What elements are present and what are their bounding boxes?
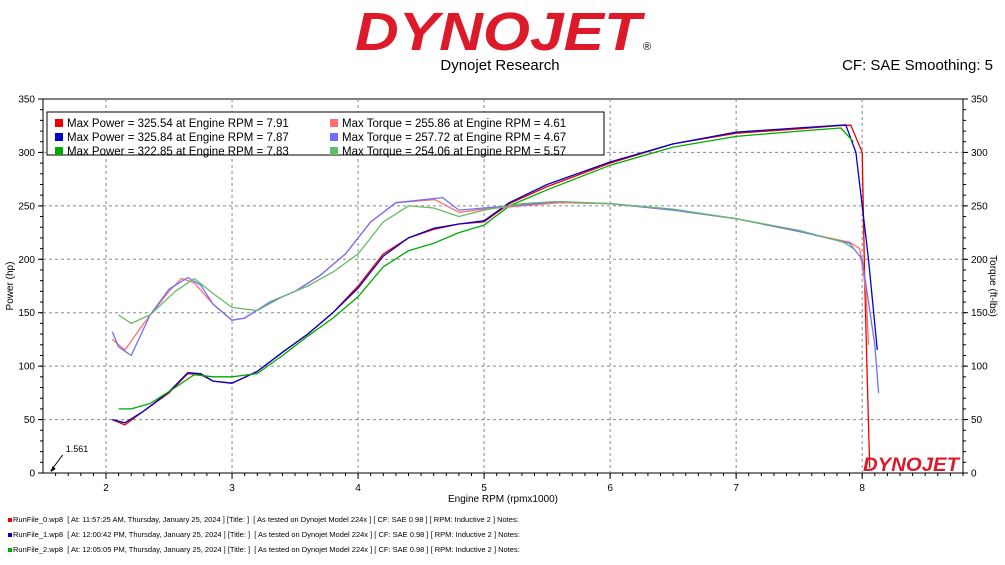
y2-tick-label: 50 — [971, 415, 983, 426]
legend-entry: Max Power = 325.54 at Engine RPM = 7.91 — [67, 118, 289, 130]
dyno-chart: 2 3 4 5 6 7 8 0 0 50 50 100 100 150 150 200 200 250 250 300… — [5, 95, 998, 506]
power-series-1 — [112, 124, 878, 424]
x-axis-label: Engine RPM (rpmx1000) — [448, 494, 558, 505]
cursor-arrowhead — [50, 466, 56, 472]
run0-swatch — [8, 517, 12, 522]
legend-swatch — [330, 147, 338, 155]
y2-tick-label: 300 — [971, 148, 988, 159]
torque-series-5 — [118, 200, 854, 325]
legend-entry: Max Torque = 255.86 at Engine RPM = 4.61 — [342, 118, 566, 130]
run-file-row-0[interactable]: RunFile_0.wp8 [ At: 11:57:25 AM, Thursda… — [8, 512, 520, 527]
watermark-logo: DYNOJET — [863, 455, 960, 476]
cf-smoothing-label: CF: SAE Smoothing: 5 — [842, 57, 993, 74]
x-tick-label: 5 — [481, 483, 487, 494]
legend-swatch — [55, 119, 63, 127]
y2-tick-label: 200 — [971, 255, 988, 266]
y-tick-label: 100 — [18, 362, 35, 373]
legend-swatch — [330, 119, 338, 127]
y-tick-label: 350 — [18, 95, 35, 106]
legend-entry: Max Torque = 254.06 at Engine RPM = 5.57 — [342, 146, 566, 158]
registered-mark: ® — [643, 41, 651, 53]
y2-axis-label: Torque (ft-lbs) — [987, 255, 998, 317]
y2-tick-label: 250 — [971, 201, 988, 212]
y-tick-label: 150 — [18, 308, 35, 319]
legend-entry: Max Torque = 257.72 at Engine RPM = 4.67 — [342, 132, 566, 144]
x-tick-label: 6 — [607, 483, 613, 494]
y-tick-label: 300 — [18, 148, 35, 159]
legend-entry: Max Power = 322.85 at Engine RPM = 7.83 — [67, 146, 289, 158]
x-tick-label: 7 — [733, 483, 739, 494]
y-tick-label: 50 — [24, 415, 36, 426]
run-file-row-1[interactable]: RunFile_1.wp8 [ At: 12:00:42 PM, Thursda… — [8, 527, 520, 542]
x-tick-label: 4 — [355, 483, 361, 494]
y2-tick-label: 100 — [971, 362, 988, 373]
x-tick-label: 2 — [103, 483, 109, 494]
run-file-text: RunFile_1.wp8 [ At: 12:00:42 PM, Thursda… — [13, 530, 520, 539]
power-series-2 — [118, 127, 854, 410]
subtitle: Dynojet Research — [440, 57, 560, 74]
legend-swatch — [55, 147, 63, 155]
y-tick-label: 200 — [18, 255, 35, 266]
y2-tick-label: 150 — [971, 308, 988, 319]
y2-tick-label: 0 — [971, 469, 977, 480]
run-file-text: RunFile_2.wp8 [ At: 12:05:05 PM, Thursda… — [13, 545, 520, 554]
run-file-list: RunFile_0.wp8 [ At: 11:57:25 AM, Thursda… — [8, 512, 520, 557]
legend-swatch — [55, 133, 63, 141]
dynojet-logo: DYNOJET ® — [355, 4, 651, 60]
x-tick-label: 8 — [859, 483, 865, 494]
run2-swatch — [8, 547, 12, 552]
legend-swatch — [330, 133, 338, 141]
x-tick-label: 3 — [229, 483, 235, 494]
cursor-value-label: 1.561 — [66, 444, 89, 454]
run-file-text: RunFile_0.wp8 [ At: 11:57:25 AM, Thursda… — [13, 515, 519, 524]
y2-tick-label: 350 — [971, 95, 988, 106]
y-axis-label: Power (hp) — [5, 262, 16, 311]
legend-entry: Max Power = 325.84 at Engine RPM = 7.87 — [67, 132, 289, 144]
legend-box — [46, 111, 605, 156]
y-tick-label: 0 — [29, 469, 35, 480]
logo-wordmark: DYNOJET — [355, 4, 645, 60]
run-file-row-2[interactable]: RunFile_2.wp8 [ At: 12:05:05 PM, Thursda… — [8, 542, 520, 557]
run1-swatch — [8, 532, 12, 537]
y-tick-label: 250 — [18, 201, 35, 212]
